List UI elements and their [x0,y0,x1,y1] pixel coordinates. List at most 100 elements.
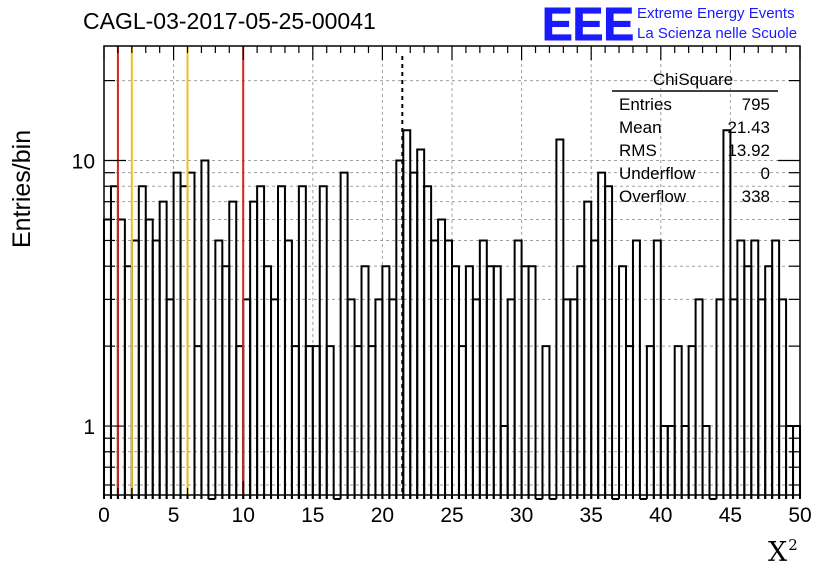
histogram-bin [235,345,245,499]
histogram-bin [270,298,279,499]
histogram-bin [631,239,641,499]
logo-line-2: La Scienza nelle Scuole [637,25,798,42]
histogram-bin [778,298,788,499]
histogram-bin [485,265,495,499]
x-tick-label: 50 [788,504,811,527]
histogram-bin [451,265,460,499]
histogram-bin [513,239,523,499]
histogram-bin [652,239,662,499]
histogram-bin [743,265,753,499]
histogram-bin [186,171,196,499]
histogram-bin [339,171,349,499]
histogram-bin [625,345,634,499]
stats-box: ChiSquare Entries 795 Mean 21.43 RMS 13.92 Und… [612,70,778,206]
histogram-bin [520,265,530,499]
histogram-bin [130,239,140,499]
histogram-bin [562,298,572,499]
histogram-bin [701,425,711,499]
histogram-bin [464,265,474,499]
histogram-bin [457,345,467,499]
histogram-bin [311,345,321,499]
histogram-bin [444,239,453,499]
histogram-bin [569,298,579,499]
histogram-bin [242,298,252,499]
histogram-bin [618,265,627,499]
stats-row-value: 0 [761,164,770,183]
histogram-bin [736,239,746,499]
stats-row-label: Entries [619,95,672,114]
eee-logo: EEE [542,2,635,44]
x-tick-label: 0 [98,504,110,527]
histogram-bin [471,298,481,499]
histogram-bin [771,239,781,499]
x-tick-label: 45 [719,504,742,527]
histogram-bin [103,218,112,499]
histogram-bin [673,345,683,499]
histogram-bin [228,200,238,499]
stats-row-label: RMS [619,141,657,160]
x-tick-label: 30 [510,504,533,527]
marker-lines [116,46,404,495]
axis-ticks: 0 5 10 15 20 25 30 35 40 45 50 1 10 [72,46,812,527]
histogram-bin [527,265,537,499]
histogram-bin [360,265,370,499]
logo-line-1: Extreme Energy Events [637,5,795,22]
histogram-bin [346,298,356,499]
histogram-bin [381,265,391,499]
histogram-bin [158,200,168,499]
x-tick-label: 40 [649,504,672,527]
stats-row-value: 21.43 [727,118,770,137]
histogram-bin [283,239,293,499]
histogram-bin [785,425,795,499]
histogram-bin [151,239,161,499]
histogram-bin [597,171,607,499]
histogram-bin [290,345,300,499]
x-tick-label: 25 [440,504,463,527]
histogram-bin [297,185,307,499]
histogram-bin [116,218,126,499]
histogram-bin [645,345,655,499]
x-tick-label: 5 [168,504,180,527]
stats-row-value: 795 [742,95,770,114]
histogram-bin [437,218,447,499]
histogram-bin [764,265,774,499]
histogram-bin [214,239,224,499]
histogram-bin [659,425,669,499]
x-axis-label-symbol: X [768,537,788,568]
histogram-bin [409,171,419,499]
histogram-bin [492,265,502,499]
x-tick-label: 20 [371,504,394,527]
histogram-bin [318,185,328,499]
histogram-bin [792,425,801,499]
histogram-bin [750,239,760,499]
histogram-bin [367,345,377,499]
x-axis-label: X2 [768,536,798,568]
histogram-bin [172,171,182,499]
histogram-bin [402,129,412,499]
histogram-bin [478,239,488,499]
histogram-bin [583,200,593,499]
histogram-bin [715,298,725,499]
x-tick-label: 35 [580,504,603,527]
y-axis-label: Entries/bin [8,129,36,248]
histogram-bin [200,159,210,499]
stats-row-label: Underflow [619,164,696,183]
logo-text: EEE [542,2,634,44]
stats-row-value: 338 [742,187,770,206]
histogram-bin [353,345,363,499]
y-tick-label: 10 [72,151,95,174]
stats-row-label: Overflow [619,187,687,206]
stats-box-title: ChiSquare [653,70,733,89]
y-tick-label: 1 [83,416,95,439]
histogram-bin [604,185,614,499]
x-axis-label-superscript: 2 [788,536,798,554]
histogram-bin [263,265,273,499]
x-tick-label: 10 [232,504,255,527]
histogram-bin [325,345,335,499]
histogram-bin [694,298,704,499]
histogram-bin [144,218,154,499]
histogram-bin [687,345,697,499]
histogram-bin [249,200,259,499]
histogram-bin [499,425,509,499]
